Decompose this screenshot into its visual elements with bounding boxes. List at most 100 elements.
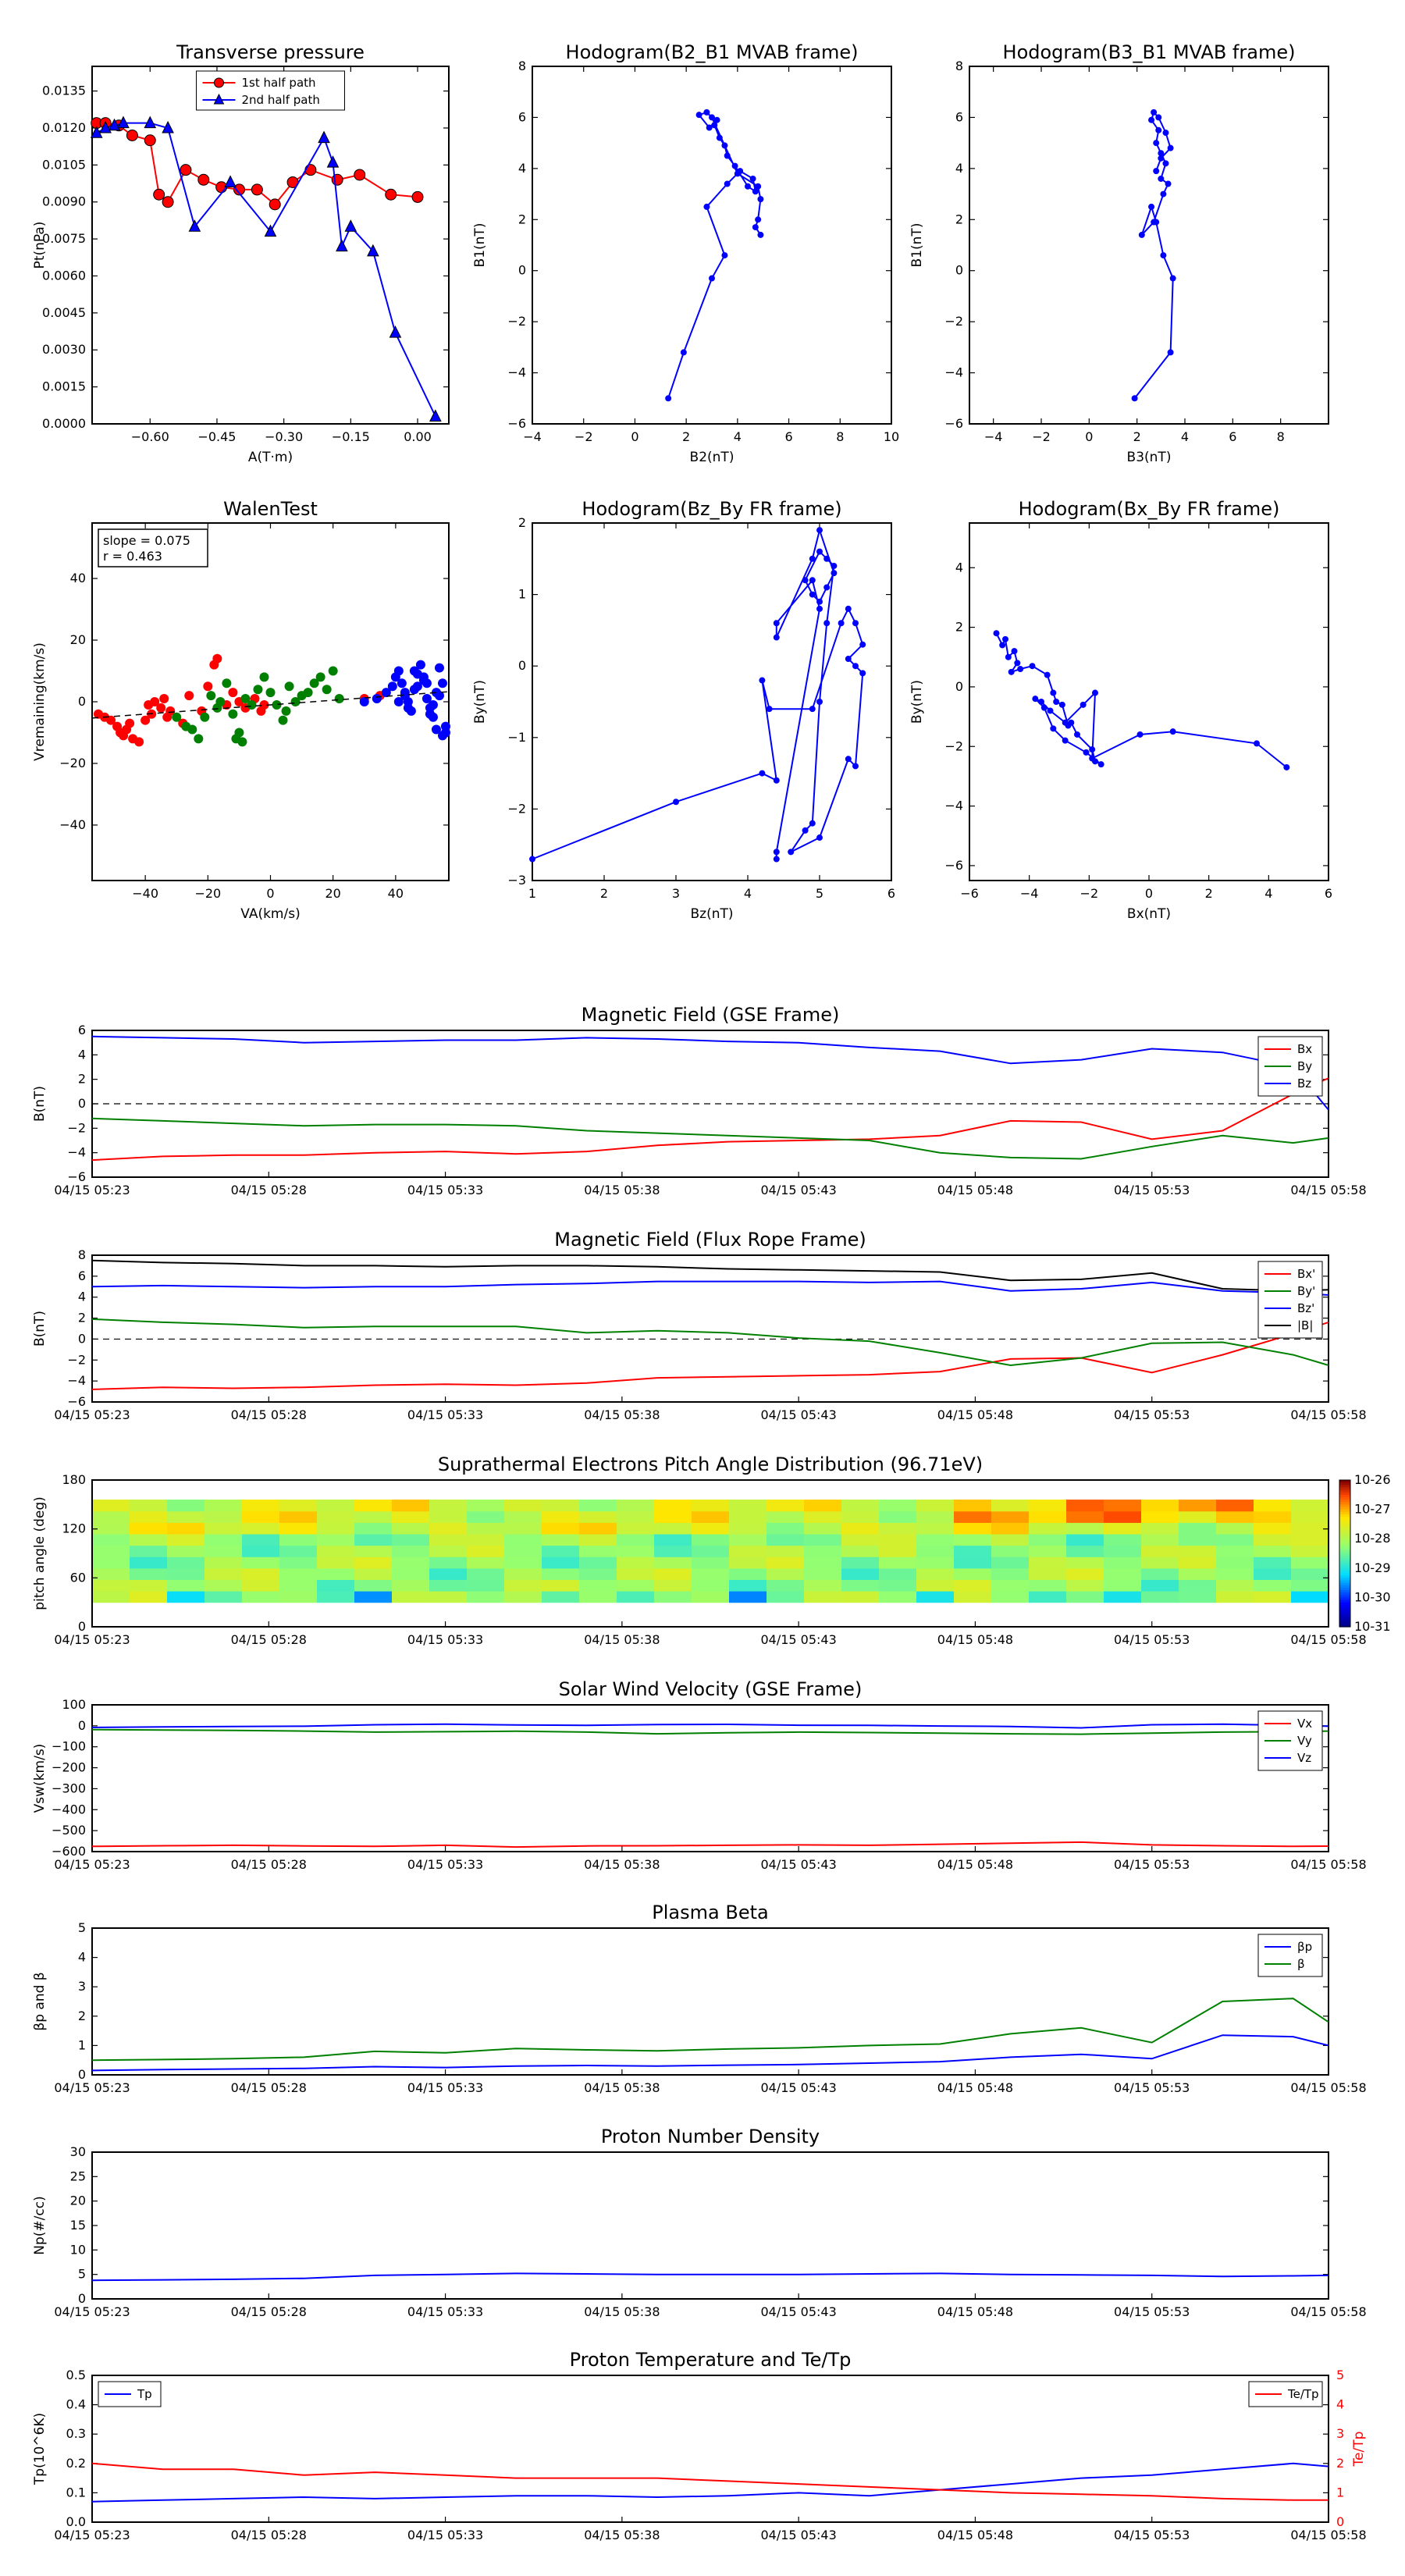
pad-cell — [92, 1545, 130, 1557]
beta-legend — [1257, 1934, 1323, 1977]
pad-cell — [579, 1522, 617, 1535]
hodo21-point — [713, 116, 720, 123]
pad-cell — [617, 1579, 655, 1592]
hodoxy-xtick-label: −2 — [1080, 886, 1099, 901]
vsw-ytick-label: −100 — [52, 1739, 86, 1754]
walen-fit-line — [91, 691, 450, 719]
pad-cell — [692, 1591, 730, 1603]
pad-cell — [654, 1510, 692, 1523]
hodoxy-point — [1283, 763, 1290, 770]
pad-cell — [504, 1579, 542, 1592]
hodozy-frame — [532, 522, 892, 881]
colorbar-segment — [1339, 1531, 1350, 1535]
hodozy-point — [816, 598, 823, 605]
pad-cell — [1029, 1500, 1067, 1512]
bfr-panel: Magnetic Field (Flux Rope Frame) B(nT) −6 −… — [32, 1229, 1367, 1422]
np-ytick-label: 15 — [70, 2218, 86, 2233]
pad-cell — [617, 1510, 655, 1523]
hodozy-ylabel: By(nT) — [472, 680, 488, 724]
hodoxy-xtick-label: 0 — [1145, 886, 1153, 901]
pad-cell — [504, 1510, 542, 1523]
hodo21-point — [752, 224, 759, 231]
colorbar-segment — [1339, 1492, 1350, 1496]
pad-cell — [504, 1533, 542, 1546]
beta-xtick-label: 04/15 05:43 — [760, 2080, 836, 2095]
np-ytick-label: 0 — [78, 2291, 86, 2306]
hodo21-ytick-label: 8 — [518, 59, 526, 73]
pt-point — [318, 130, 330, 144]
pad-cell — [279, 1500, 318, 1512]
pad-cell — [579, 1500, 617, 1512]
colorbar-segment — [1339, 1507, 1350, 1510]
walen-point — [431, 724, 441, 735]
pt-ytick-label: 0.0075 — [42, 231, 86, 246]
pad-cell — [167, 1567, 205, 1581]
pad-cell — [242, 1557, 280, 1569]
pad-cell — [92, 1591, 130, 1603]
pad-cell — [991, 1500, 1030, 1512]
hodoxy-point — [1097, 761, 1104, 768]
bfr-ytick-label: −6 — [67, 1394, 86, 1409]
pad-cell — [504, 1545, 542, 1557]
beta-xtick-label: 04/15 05:53 — [1114, 2080, 1190, 2095]
hodo21-point — [665, 395, 672, 402]
pad-cell — [1254, 1579, 1292, 1592]
colorbar-segment — [1339, 1526, 1350, 1530]
pad-panel: Suprathermal Electrons Pitch Angle Distr… — [32, 1453, 1391, 1647]
beta-ytick-label: 2 — [78, 2008, 86, 2023]
colorbar-segment — [1339, 1487, 1350, 1491]
pad-cell — [317, 1579, 355, 1592]
bgse-xtick-label: 04/15 05:43 — [760, 1183, 836, 1197]
walen-point — [184, 691, 194, 701]
pt-point — [269, 198, 281, 211]
hodo31-ytick-label: 0 — [955, 263, 963, 278]
hodoxy-xtick-label: 2 — [1205, 886, 1213, 901]
hodozy-point — [816, 548, 823, 555]
bfr-series-line — [91, 1259, 1329, 1292]
pad-xtick-label: 04/15 05:28 — [231, 1632, 307, 1647]
np-series-line — [91, 2272, 1329, 2282]
walen-point — [284, 681, 294, 692]
beta-panel: Plasma Beta βp and β 0 1 2 3 4 5 04/15 05:23 04/1… — [32, 1902, 1367, 2095]
beta-xtick-label: 04/15 05:28 — [231, 2080, 307, 2095]
walen-point — [415, 660, 425, 670]
bfr-xtick-label: 04/15 05:43 — [760, 1407, 836, 1422]
pad-cell — [954, 1545, 992, 1557]
pad-cell — [991, 1510, 1030, 1523]
tp-series-line — [91, 2462, 1329, 2501]
hodozy-point — [831, 570, 838, 577]
pad-cell — [991, 1522, 1030, 1535]
tp-frame — [91, 2375, 1329, 2523]
pad-cell — [729, 1510, 767, 1523]
np-ytick-label: 5 — [78, 2267, 86, 2282]
pt-point — [144, 116, 157, 129]
vsw-xtick-label: 04/15 05:38 — [584, 1857, 660, 1872]
bgse-xtick-label: 04/15 05:53 — [1114, 1183, 1190, 1197]
walen-point — [272, 699, 282, 710]
pt-title: Transverse pressure — [176, 41, 365, 63]
pad-cell — [1254, 1591, 1292, 1603]
walen-point — [434, 663, 444, 673]
hodoxy-ytick-label: 0 — [955, 679, 963, 694]
hodo21-title: Hodogram(B2_B1 MVAB frame) — [566, 41, 859, 63]
pad-cell — [617, 1522, 655, 1535]
pad-cell — [991, 1591, 1030, 1603]
hodo21-point — [680, 349, 687, 356]
pad-cell — [692, 1510, 730, 1523]
walen-point — [200, 712, 210, 722]
pad-cell — [354, 1579, 393, 1592]
hodozy-point — [845, 756, 852, 763]
hodozy-point — [816, 605, 823, 612]
pad-ytick-label: 60 — [70, 1570, 86, 1585]
bfr-xtick-label: 04/15 05:48 — [937, 1407, 1013, 1422]
pad-cell — [804, 1591, 842, 1603]
hodoxy-point — [1058, 701, 1065, 708]
pad-cell — [1216, 1567, 1254, 1581]
pt-point — [224, 175, 237, 187]
walen-point — [387, 681, 397, 692]
hodo31-xtick-label: 6 — [1229, 429, 1236, 444]
pad-ytick-label: 120 — [62, 1521, 86, 1536]
pad-cell — [617, 1557, 655, 1569]
hodo21-point — [757, 231, 764, 238]
pt-legend-marker — [213, 93, 225, 105]
